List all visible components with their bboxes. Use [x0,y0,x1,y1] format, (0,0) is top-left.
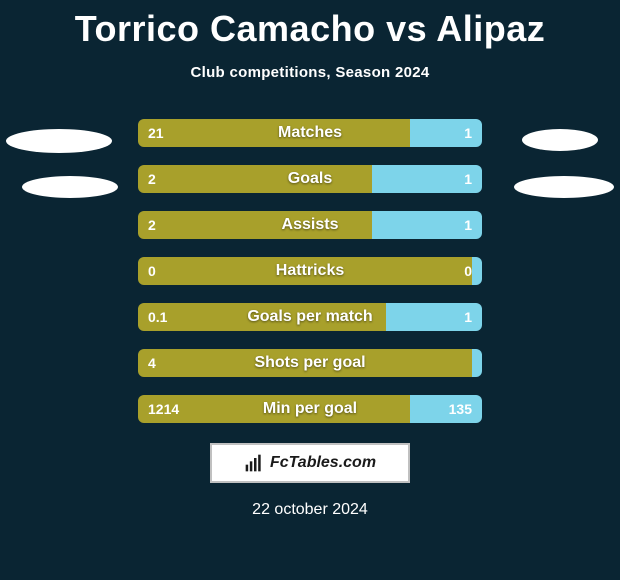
stat-row: 2 1 Goals [138,165,482,193]
stat-bar-right: 1 [372,211,482,239]
player1-oval-bottom [22,176,118,198]
stat-bar-right: 0 [472,257,482,285]
stat-label: Shots per goal [254,354,365,372]
stat-value-left: 4 [148,355,156,371]
stat-label: Goals [288,170,332,188]
stat-value-right: 1 [464,125,472,141]
stat-bar-left: 2 [138,165,372,193]
stat-label: Assists [282,216,339,234]
stat-row: 0.1 1 Goals per match [138,303,482,331]
stat-value-left: 2 [148,217,156,233]
page-title: Torrico Camacho vs Alipaz [0,0,620,50]
stat-bar-left: 21 [138,119,410,147]
page-subtitle: Club competitions, Season 2024 [0,64,620,81]
stat-bar-right: 135 [410,395,482,423]
stat-bar-right: 1 [372,165,482,193]
stat-value-right: 1 [464,171,472,187]
stat-bar-right: 1 [386,303,482,331]
stat-value-right: 1 [464,217,472,233]
logo-text: FcTables.com [270,454,376,472]
stat-label: Min per goal [263,400,357,418]
stat-bar-right [472,349,482,377]
stat-row: 1214 135 Min per goal [138,395,482,423]
footer-logo[interactable]: FcTables.com [210,443,410,483]
stat-label: Matches [278,124,342,142]
stat-value-left: 0 [148,263,156,279]
player1-oval-top [6,129,112,153]
player2-oval-top [522,129,598,151]
stat-label: Goals per match [247,308,372,326]
stat-value-right: 135 [449,401,472,417]
stat-value-right: 1 [464,309,472,325]
chart-icon [244,453,264,473]
stat-value-left: 0.1 [148,309,167,325]
stat-row: 00Hattricks [138,257,482,285]
stat-row: 21 1 Matches [138,119,482,147]
stat-row: 2 1 Assists [138,211,482,239]
bars-container: 211Matches21Goals21Assists00Hattricks0.1… [138,119,482,423]
stat-value-left: 2 [148,171,156,187]
stat-row: 4 Shots per goal [138,349,482,377]
stat-label: Hattricks [276,262,344,280]
date: 22 october 2024 [0,501,620,519]
stat-value-right: 0 [464,263,472,279]
stat-value-left: 1214 [148,401,179,417]
player2-oval-bottom [514,176,614,198]
stat-bar-right: 1 [410,119,482,147]
chart-area: 211Matches21Goals21Assists00Hattricks0.1… [0,119,620,423]
stat-value-left: 21 [148,125,164,141]
